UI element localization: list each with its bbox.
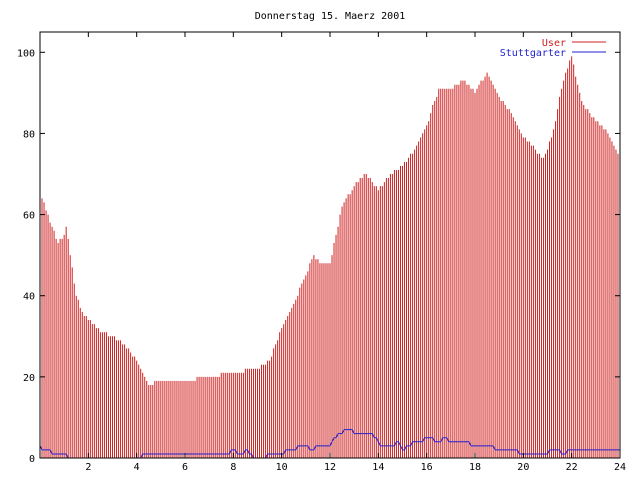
x-tick-label: 22 bbox=[566, 462, 578, 473]
y-tick-label: 100 bbox=[17, 48, 35, 59]
legend: User Stuttgarter bbox=[500, 38, 606, 59]
legend-label-user: User bbox=[542, 38, 566, 49]
y-tick-label: 0 bbox=[29, 454, 35, 465]
y-tick-label: 20 bbox=[23, 373, 35, 384]
x-tick-label: 4 bbox=[134, 462, 140, 473]
x-tick-label: 10 bbox=[276, 462, 288, 473]
y-tick-label: 80 bbox=[23, 129, 35, 140]
x-axis: 2 4 6 8 10 12 14 16 18 20 22 24 bbox=[85, 32, 626, 473]
x-tick-label: 16 bbox=[421, 462, 433, 473]
x-tick-label: 12 bbox=[324, 462, 336, 473]
legend-label-stuttgarter: Stuttgarter bbox=[500, 48, 566, 59]
x-tick-label: 20 bbox=[517, 462, 529, 473]
x-tick-label: 2 bbox=[85, 462, 91, 473]
y-axis: 0 20 40 60 80 100 bbox=[17, 48, 620, 465]
x-tick-label: 14 bbox=[372, 462, 384, 473]
y-tick-label: 60 bbox=[23, 211, 35, 222]
x-tick-label: 8 bbox=[230, 462, 236, 473]
x-tick-label: 6 bbox=[182, 462, 188, 473]
x-tick-label: 18 bbox=[469, 462, 481, 473]
y-tick-label: 40 bbox=[23, 292, 35, 303]
user-series-bars bbox=[39, 56, 621, 458]
x-tick-label: 24 bbox=[614, 462, 626, 473]
chart-title: Donnerstag 15. Maerz 2001 bbox=[255, 11, 406, 22]
